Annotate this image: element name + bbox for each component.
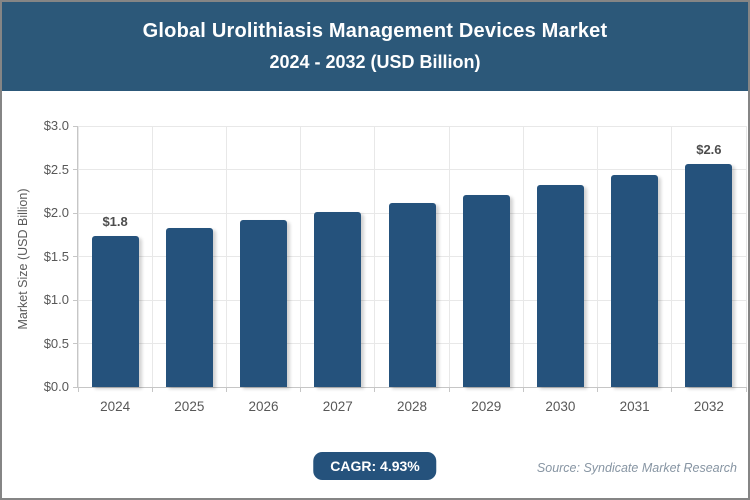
x-axis-tick <box>374 387 376 392</box>
x-tick-label-2024: 2024 <box>100 399 131 414</box>
chart-title-line2: 2024 - 2032 (USD Billion) <box>269 52 481 72</box>
bar-2032 <box>685 164 733 387</box>
y-axis-tick <box>73 386 78 388</box>
y-tick-label: $0.0 <box>43 379 69 394</box>
v-gridline <box>448 126 450 387</box>
bar-2031 <box>611 174 659 387</box>
bar-2030 <box>536 185 584 387</box>
y-axis-line <box>77 126 78 387</box>
y-tick-label: $1.0 <box>43 292 69 307</box>
y-tick-label: $2.0 <box>43 205 69 220</box>
y-tick-label: $0.5 <box>43 335 69 351</box>
bar-2026 <box>240 219 288 387</box>
x-tick-label-2028: 2028 <box>396 399 428 414</box>
x-axis-tick <box>597 387 599 392</box>
x-tick-label-2030: 2030 <box>545 399 576 414</box>
x-tick-label-2026: 2026 <box>248 399 279 414</box>
v-gridline <box>374 126 376 387</box>
chart-title-line1: Global Urolithiasis Management Devices M… <box>142 20 608 42</box>
y-axis-tick <box>73 343 78 344</box>
x-axis-tick <box>745 387 747 392</box>
v-gridline <box>522 126 524 387</box>
v-gridline <box>300 126 302 387</box>
h-gridline <box>78 169 746 170</box>
y-axis-tick <box>73 299 78 301</box>
x-tick-label-2031: 2031 <box>619 399 650 414</box>
bar-2025 <box>165 227 213 387</box>
x-axis-tick <box>151 387 153 392</box>
x-axis-tick <box>300 387 302 392</box>
y-tick-label: $3.0 <box>43 118 69 133</box>
y-axis-tick <box>73 212 78 214</box>
y-axis-tick <box>73 256 78 257</box>
x-axis-tick <box>522 387 524 392</box>
x-tick-label-2032: 2032 <box>693 399 724 414</box>
v-gridline <box>745 126 747 387</box>
v-gridline <box>225 126 227 387</box>
h-gridline <box>78 125 746 127</box>
cagr-badge: CAGR: 4.93% <box>313 452 437 480</box>
bar-2028 <box>388 203 436 387</box>
y-tick-label: $1.5 <box>43 248 69 264</box>
v-gridline <box>671 126 673 387</box>
bar-value-label: $2.6 <box>696 142 722 158</box>
v-gridline <box>597 126 599 387</box>
bar-2024 <box>91 235 139 387</box>
x-axis-tick <box>77 387 79 392</box>
x-tick-label-2025: 2025 <box>174 399 205 414</box>
bar-2029 <box>462 194 510 387</box>
bar-2027 <box>314 212 362 387</box>
v-gridline <box>77 126 79 387</box>
bar-value-label: $1.8 <box>102 213 128 229</box>
y-axis-tick <box>73 169 78 170</box>
source-note: Source: Syndicate Market Research <box>536 461 737 475</box>
x-tick-label-2029: 2029 <box>471 399 502 414</box>
y-axis-tick <box>73 125 78 127</box>
x-axis-tick <box>671 387 673 392</box>
y-tick-label: $2.5 <box>43 161 69 177</box>
v-gridline <box>151 126 153 387</box>
x-tick-label-2027: 2027 <box>322 399 353 414</box>
x-axis-tick <box>225 387 227 392</box>
chart-header: Global Urolithiasis Management Devices M… <box>2 2 748 91</box>
x-axis-line <box>77 387 746 388</box>
x-axis-tick <box>448 387 450 392</box>
